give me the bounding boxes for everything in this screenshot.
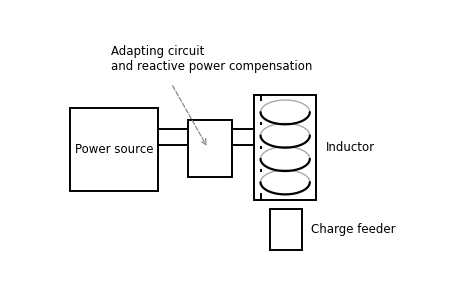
Bar [271, 209, 301, 250]
Bar [254, 95, 317, 200]
Bar [188, 120, 232, 177]
Bar [70, 108, 158, 191]
Text: Charge feeder: Charge feeder [311, 223, 395, 236]
Text: Adapting circuit
and reactive power compensation: Adapting circuit and reactive power comp… [110, 45, 312, 73]
Text: Inductor: Inductor [326, 141, 375, 154]
Text: Power source: Power source [75, 143, 154, 156]
